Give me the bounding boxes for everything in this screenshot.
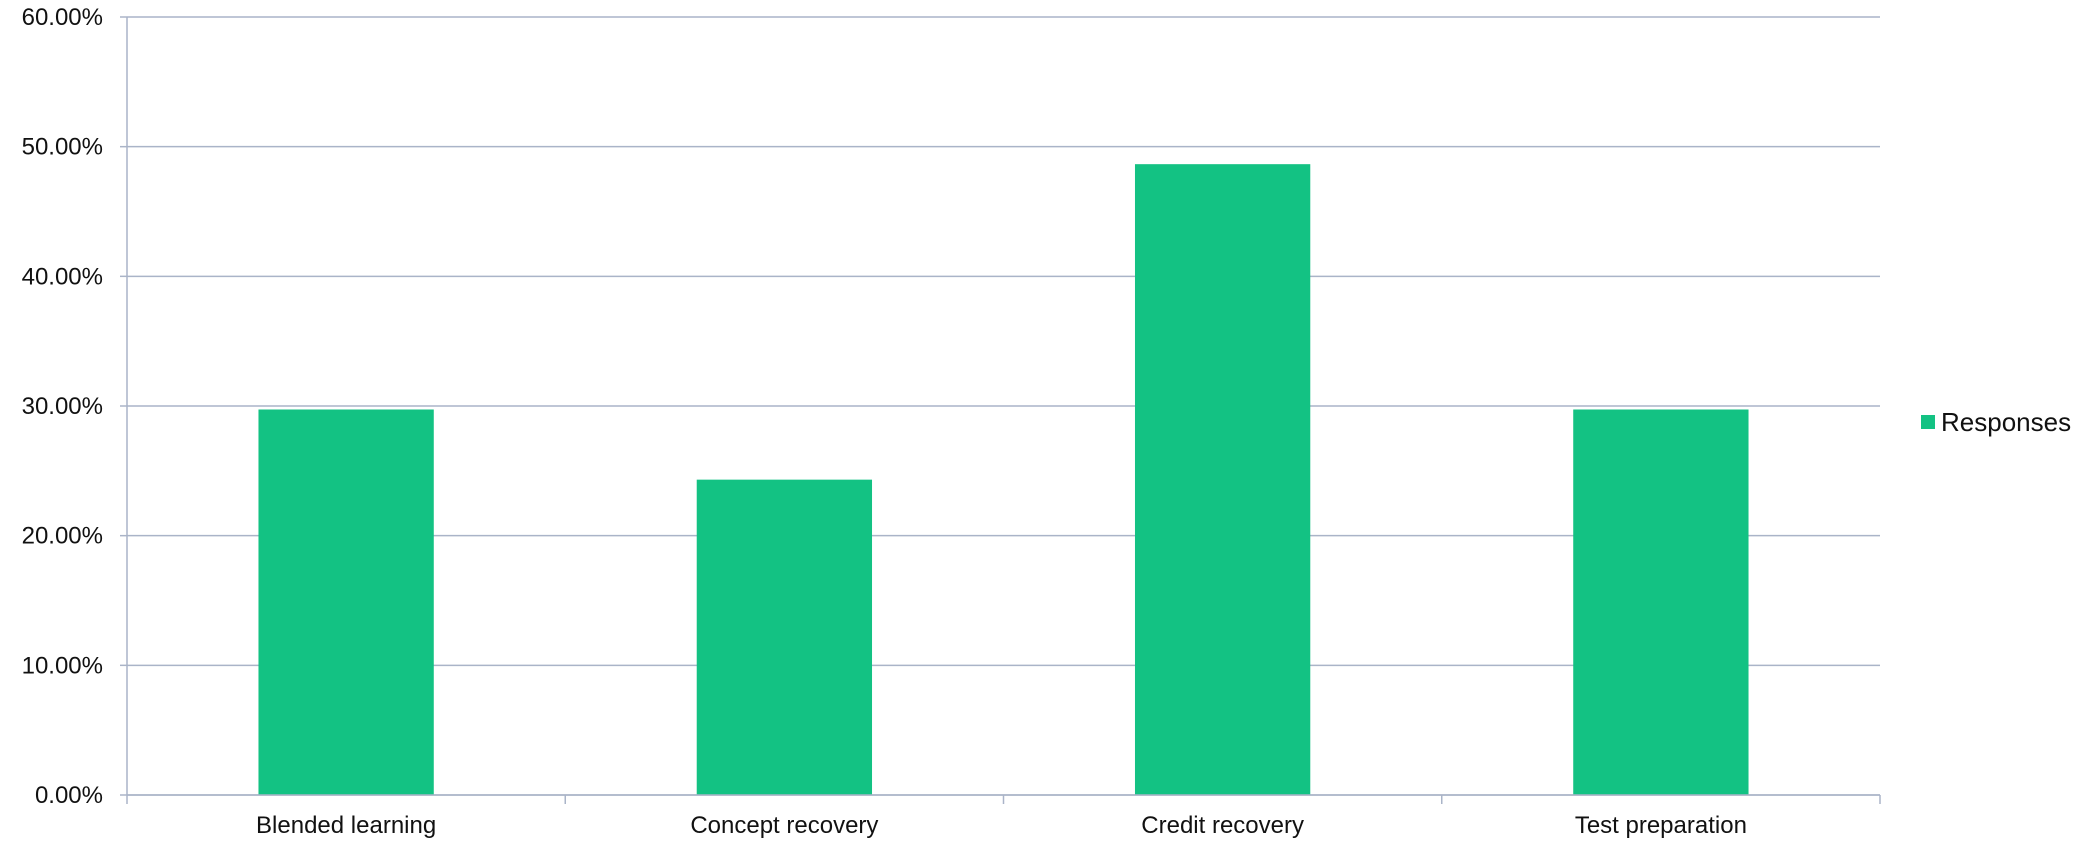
legend-swatch [1921,415,1935,429]
bar-blended-learning [258,409,434,795]
x-tick-label: Test preparation [1575,812,1747,839]
bars [258,164,1749,796]
y-tick-label: 60.00% [22,4,103,31]
y-tick-label: 10.00% [22,652,103,679]
x-tick-label: Blended learning [256,812,436,839]
y-tick-label: 50.00% [22,134,103,161]
bar-concept-recovery [696,479,873,795]
legend: Responses [1921,407,2071,437]
y-axis-tick-labels: 0.00% 10.00% 20.00% 30.00% 40.00% 50.00% 60.00… [22,4,103,809]
x-axis-tick-labels: Blended learning Concept recovery Credit r… [256,812,1747,839]
y-tick-label: 0.00% [35,782,103,809]
y-tick-label: 30.00% [22,393,103,420]
y-tick-label: 40.00% [22,263,103,290]
x-tick-label: Credit recovery [1141,812,1304,839]
y-tick-label: 20.00% [22,523,103,550]
axes [120,16,1881,804]
bar-test-preparation [1573,409,1749,795]
bar-credit-recovery [1134,164,1311,796]
x-tick-label: Concept recovery [690,812,878,839]
legend-label: Responses [1941,407,2071,437]
